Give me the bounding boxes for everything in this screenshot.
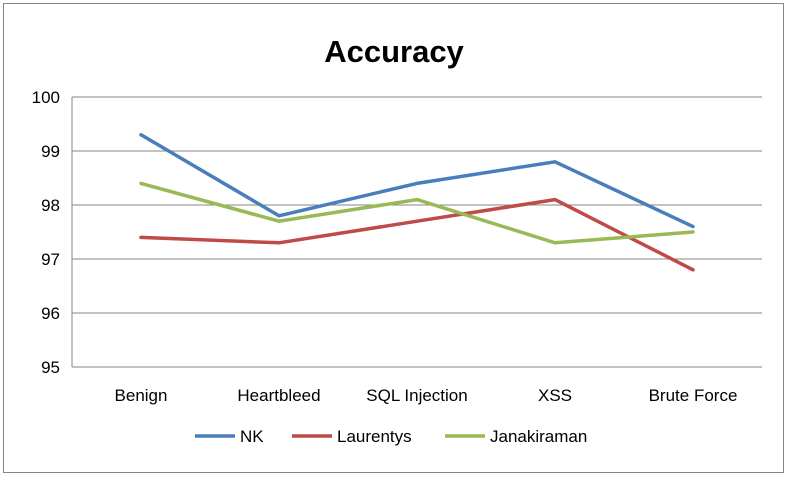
chart-frame: [3, 3, 784, 473]
axes: 95 96 97 98 99 100 Benign Heartbleed SQL Injecti…: [32, 88, 762, 405]
legend: NK Laurentys Janakiraman: [195, 427, 587, 446]
data-point-laurentys: [415, 219, 419, 223]
series-line-janakiraman: [139, 181, 695, 245]
chart-title: Accuracy: [324, 34, 464, 69]
y-tick-label: 95: [41, 358, 60, 377]
data-point-nk: [415, 181, 419, 185]
data-point-janakiraman: [415, 198, 419, 202]
series-line-nk: [139, 133, 695, 229]
data-point-janakiraman: [691, 230, 695, 234]
legend-label: NK: [240, 427, 264, 446]
x-tick-label: Benign: [115, 386, 168, 405]
data-point-janakiraman: [139, 181, 143, 185]
data-point-nk: [277, 214, 281, 218]
data-point-nk: [139, 133, 143, 137]
data-point-laurentys: [691, 268, 695, 272]
x-tick-label: SQL Injection: [366, 386, 467, 405]
y-tick-label: 98: [41, 196, 60, 215]
series-lines: [139, 133, 695, 272]
x-tick-label: Heartbleed: [237, 386, 320, 405]
data-point-nk: [691, 225, 695, 229]
data-point-janakiraman: [277, 219, 281, 223]
data-point-nk: [553, 160, 557, 164]
y-tick-label: 96: [41, 304, 60, 323]
data-point-laurentys: [553, 198, 557, 202]
legend-label: Janakiraman: [490, 427, 587, 446]
data-point-janakiraman: [553, 241, 557, 245]
x-tick-label: Brute Force: [649, 386, 738, 405]
y-tick-label: 99: [41, 142, 60, 161]
legend-label: Laurentys: [337, 427, 412, 446]
y-tick-label: 100: [32, 88, 60, 107]
data-point-laurentys: [277, 241, 281, 245]
data-point-laurentys: [139, 235, 143, 239]
grid: [72, 96, 762, 368]
y-tick-label: 97: [41, 250, 60, 269]
x-tick-label: XSS: [538, 386, 572, 405]
